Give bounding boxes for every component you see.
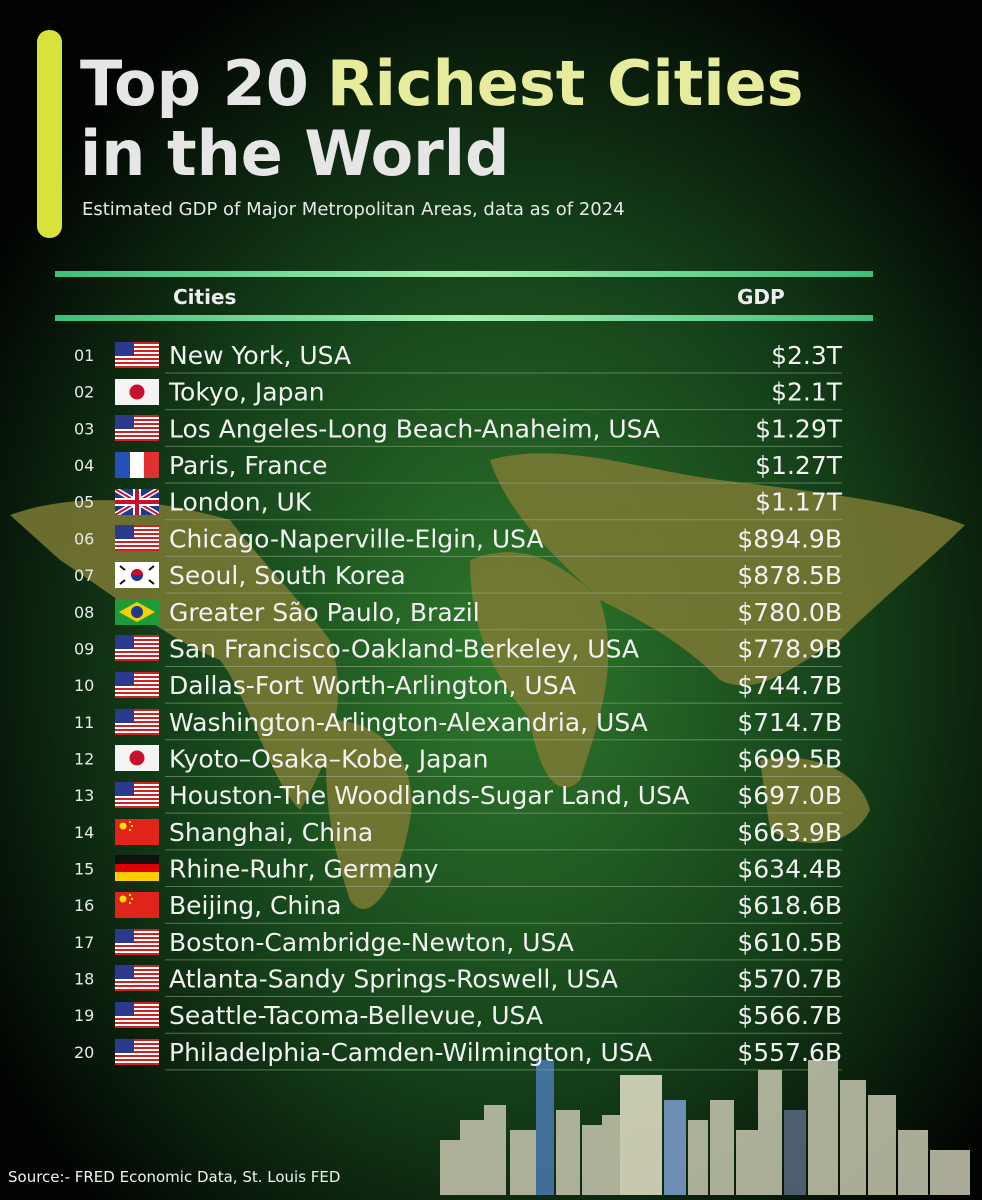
city: Washington-Arlington-Alexandria, USA — [169, 708, 648, 737]
city: Beijing, China — [169, 891, 341, 920]
rank: 08 — [74, 603, 94, 622]
city: Greater São Paulo, Brazil — [169, 598, 480, 627]
city: Seattle-Tacoma-Bellevue, USA — [169, 1001, 543, 1030]
flag — [115, 599, 159, 625]
city: Atlanta-Sandy Springs-Roswell, USA — [169, 965, 618, 994]
flag — [115, 415, 159, 441]
header-rule — [55, 271, 873, 277]
flag — [115, 892, 159, 918]
flag — [115, 562, 159, 588]
flag — [115, 672, 159, 698]
flag — [115, 782, 159, 808]
city: Houston-The Woodlands-Sugar Land, USA — [169, 781, 690, 810]
city: London, UK — [169, 488, 312, 517]
city: Kyoto–Osaka–Kobe, Japan — [169, 744, 488, 773]
city: Chicago-Naperville-Elgin, USA — [169, 524, 544, 553]
rank: 05 — [74, 493, 94, 512]
city: Seoul, South Korea — [169, 561, 406, 590]
rank: 14 — [74, 823, 94, 842]
header-rule — [55, 315, 873, 321]
source: Source:- FRED Economic Data, St. Louis F… — [8, 1168, 340, 1186]
rank: 17 — [74, 933, 94, 952]
gdp: $1.29T — [755, 414, 843, 443]
gdp: $610.5B — [737, 928, 842, 957]
gdp: $1.27T — [755, 451, 843, 480]
flag — [115, 635, 159, 661]
rank: 02 — [74, 383, 94, 402]
flag — [115, 525, 159, 551]
gdp: $2.3T — [771, 341, 843, 370]
gdp: $878.5B — [737, 561, 842, 590]
gdp: $557.6B — [737, 1038, 842, 1067]
rank: 16 — [74, 896, 94, 915]
flag — [115, 709, 159, 735]
city: Rhine-Ruhr, Germany — [169, 855, 439, 884]
gdp: $714.7B — [737, 708, 842, 737]
title-highlight: Richest Cities — [327, 47, 804, 120]
rank: 07 — [74, 566, 94, 585]
column-header: Cities — [173, 285, 236, 309]
rank: 10 — [74, 676, 94, 695]
city: Dallas-Fort Worth-Arlington, USA — [169, 671, 576, 700]
rank: 12 — [74, 749, 94, 768]
gdp: $699.5B — [737, 744, 842, 773]
gdp: $663.9B — [737, 818, 842, 847]
flag — [115, 855, 159, 881]
flag — [115, 1002, 159, 1028]
rank: 15 — [74, 860, 94, 879]
rank: 01 — [74, 346, 94, 365]
flag — [115, 452, 159, 478]
flag — [115, 379, 159, 405]
gdp: $744.7B — [737, 671, 842, 700]
city: Los Angeles-Long Beach-Anaheim, USA — [169, 414, 660, 443]
flag — [115, 929, 159, 955]
rank: 03 — [74, 419, 94, 438]
subtitle: Estimated GDP of Major Metropolitan Area… — [82, 199, 625, 220]
city: San Francisco-Oakland-Berkeley, USA — [169, 634, 639, 663]
flag — [115, 1039, 159, 1065]
gdp: $566.7B — [737, 1001, 842, 1030]
flag — [115, 489, 159, 515]
city: New York, USA — [169, 341, 351, 370]
gdp: $894.9B — [737, 524, 842, 553]
flag — [115, 819, 159, 845]
world-map — [10, 453, 965, 909]
flag — [115, 745, 159, 771]
gdp: $570.7B — [737, 965, 842, 994]
rank: 06 — [74, 529, 94, 548]
gdp: $780.0B — [737, 598, 842, 627]
title-line: Top 20 Richest Cities — [80, 47, 804, 120]
column-header: GDP — [737, 285, 785, 309]
city: Philadelphia-Camden-Wilmington, USA — [169, 1038, 652, 1067]
rank: 18 — [74, 970, 94, 989]
table-rows: 01 New York, USA $2.3T 02 Tokyo, Japan $2.1T 0… — [74, 341, 843, 1071]
city: Paris, France — [169, 451, 328, 480]
accent-bar — [37, 30, 62, 238]
gdp: $634.4B — [737, 855, 842, 884]
title-part: Top 20 — [80, 47, 309, 120]
rank: 09 — [74, 639, 94, 658]
flag — [115, 342, 159, 368]
city: Shanghai, China — [169, 818, 373, 847]
rank: 20 — [74, 1043, 94, 1062]
city: Tokyo, Japan — [168, 378, 325, 407]
rank: 11 — [74, 713, 94, 732]
flag — [115, 965, 159, 991]
rank: 04 — [74, 456, 94, 475]
gdp: $778.9B — [737, 634, 842, 663]
gdp: $2.1T — [771, 378, 843, 407]
gdp: $1.17T — [755, 488, 843, 517]
skyline — [440, 1060, 970, 1195]
title-line: in the World — [80, 117, 509, 190]
city: Boston-Cambridge-Newton, USA — [169, 928, 574, 957]
gdp: $618.6B — [737, 891, 842, 920]
rank: 19 — [74, 1006, 94, 1025]
rank: 13 — [74, 786, 94, 805]
gdp: $697.0B — [737, 781, 842, 810]
